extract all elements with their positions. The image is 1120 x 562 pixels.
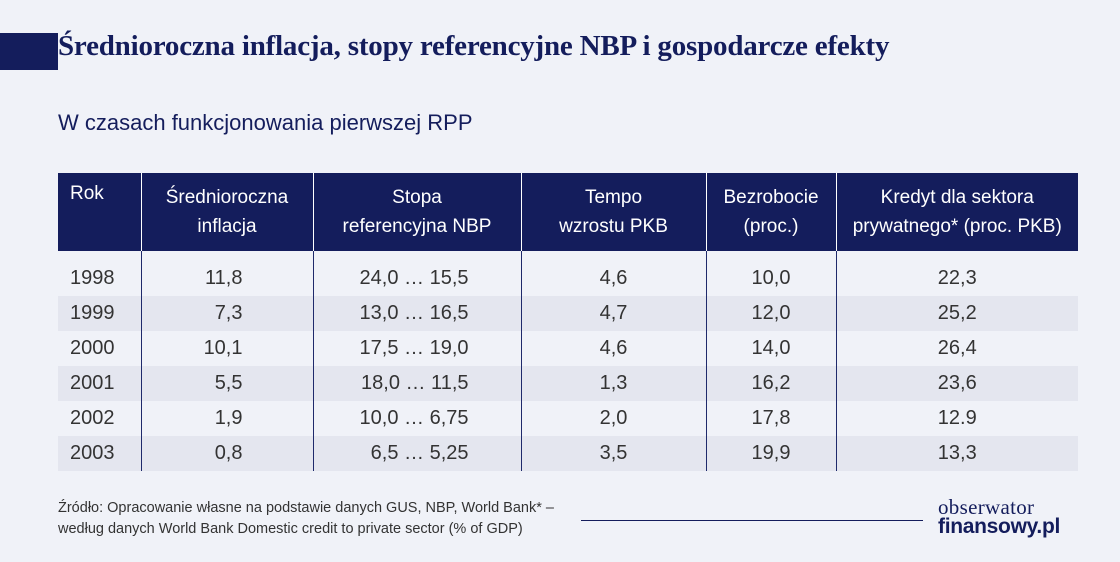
table-row: 2001 5,5 18,0 … 11,5 1,3 16,2 23,6 xyxy=(58,366,1078,401)
cell-reference-rate: 18,0 … 11,5 xyxy=(312,366,521,401)
source-line-2: według danych World Bank Domestic credit… xyxy=(58,521,523,537)
cell-gdp-growth: 2,0 xyxy=(520,401,706,436)
source-note: Źródło: Opracowanie własne na podstawie … xyxy=(58,498,578,540)
cell-unemployment: 10,0 xyxy=(705,251,836,296)
column-header-gdp-growth: Tempo wzrostu PKB xyxy=(520,173,706,251)
title-accent-bar xyxy=(0,33,58,70)
cell-reference-rate: 10,0 … 6,75 xyxy=(312,401,521,436)
cell-inflation: 7,3 xyxy=(140,296,313,331)
cell-year: 2000 xyxy=(58,331,141,366)
cell-gdp-growth: 3,5 xyxy=(520,436,706,471)
brand-logo: obserwator finansowy.pl xyxy=(938,495,1074,538)
cell-gdp-growth: 1,3 xyxy=(520,366,706,401)
cell-reference-rate: 24,0 … 15,5 xyxy=(312,251,521,296)
cell-private-credit: 25,2 xyxy=(835,296,1078,331)
source-line-1: Źródło: Opracowanie własne na podstawie … xyxy=(58,500,554,516)
logo-line-1: obserwator xyxy=(938,495,1035,519)
page-title: Średnioroczna inflacja, stopy referencyj… xyxy=(58,30,890,62)
column-header-private-credit: Kredyt dla sektora prywatnego* (proc. PKB… xyxy=(835,173,1078,251)
table-row: 1998 11,8 24,0 … 15,5 4,6 10,0 22,3 xyxy=(58,251,1078,296)
cell-inflation: 11,8 xyxy=(140,251,313,296)
table-row: 2000 10,1 17,5 … 19,0 4,6 14,0 26,4 xyxy=(58,331,1078,366)
cell-inflation: 0,8 xyxy=(140,436,313,471)
page-subtitle: W czasach funkcjonowania pierwszej RPP xyxy=(58,110,473,135)
cell-reference-rate: 17,5 … 19,0 xyxy=(312,331,521,366)
cell-private-credit: 13,3 xyxy=(835,436,1078,471)
cell-year: 1999 xyxy=(58,296,141,331)
cell-year: 1998 xyxy=(58,251,141,296)
cell-year: 2001 xyxy=(58,366,141,401)
cell-private-credit: 12.9 xyxy=(835,401,1078,436)
cell-unemployment: 19,9 xyxy=(705,436,836,471)
cell-private-credit: 22,3 xyxy=(835,251,1078,296)
table-row: 2003 0,8 6,5 … 5,25 3,5 19,9 13,3 xyxy=(58,436,1078,471)
cell-reference-rate: 6,5 … 5,25 xyxy=(312,436,521,471)
cell-unemployment: 17,8 xyxy=(705,401,836,436)
table-body: 1998 11,8 24,0 … 15,5 4,6 10,0 22,3 1999 7,3 13,… xyxy=(58,251,1078,471)
cell-unemployment: 12,0 xyxy=(705,296,836,331)
column-header-year: Rok xyxy=(58,173,141,251)
cell-inflation: 5,5 xyxy=(140,366,313,401)
logo-line-2: finansowy.pl xyxy=(938,515,1061,538)
cell-gdp-growth: 4,7 xyxy=(520,296,706,331)
cell-inflation: 10,1 xyxy=(140,331,313,366)
column-header-unemployment: Bezrobocie (proc.) xyxy=(705,173,836,251)
cell-private-credit: 23,6 xyxy=(835,366,1078,401)
data-table: Rok Średnioroczna inflacja Stopa referency… xyxy=(58,173,1078,471)
cell-unemployment: 14,0 xyxy=(705,331,836,366)
footer-divider xyxy=(581,520,923,521)
table-row: 2002 1,9 10,0 … 6,75 2,0 17,8 12.9 xyxy=(58,401,1078,436)
cell-year: 2003 xyxy=(58,436,141,471)
table-header-row: Rok Średnioroczna inflacja Stopa referency… xyxy=(58,173,1078,251)
cell-year: 2002 xyxy=(58,401,141,436)
column-header-inflation: Średnioroczna inflacja xyxy=(140,173,313,251)
cell-reference-rate: 13,0 … 16,5 xyxy=(312,296,521,331)
cell-gdp-growth: 4,6 xyxy=(520,251,706,296)
table-row: 1999 7,3 13,0 … 16,5 4,7 12,0 25,2 xyxy=(58,296,1078,331)
column-header-reference-rate: Stopa referencyjna NBP xyxy=(312,173,521,251)
cell-private-credit: 26,4 xyxy=(835,331,1078,366)
cell-inflation: 1,9 xyxy=(140,401,313,436)
cell-gdp-growth: 4,6 xyxy=(520,331,706,366)
cell-unemployment: 16,2 xyxy=(705,366,836,401)
